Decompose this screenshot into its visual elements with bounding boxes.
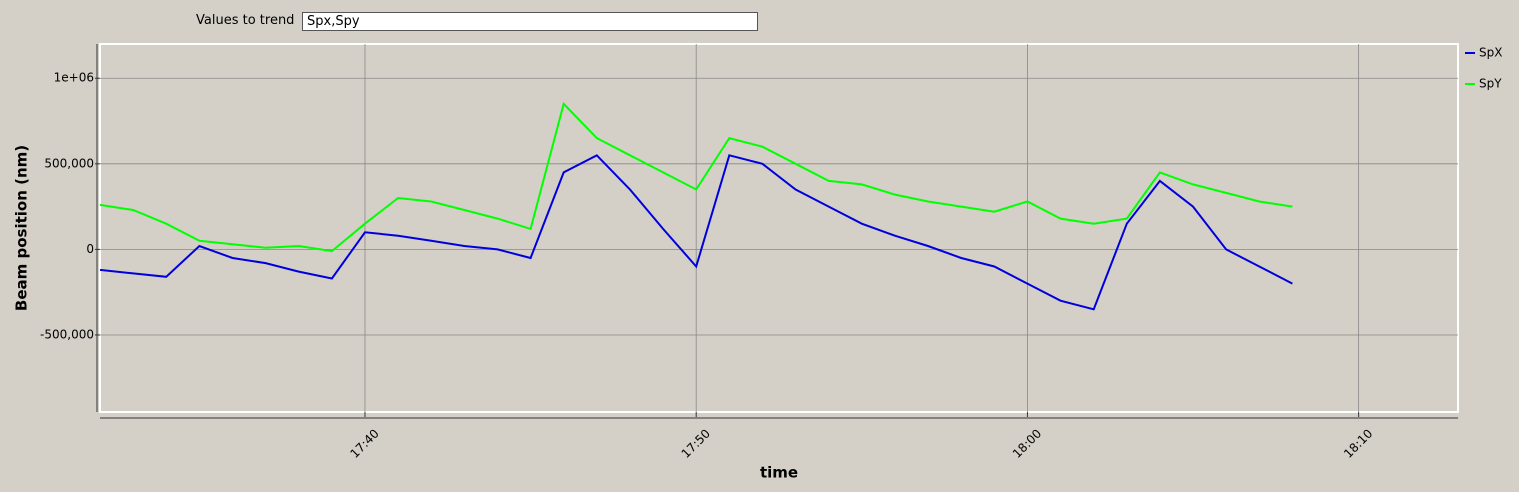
- text-input[interactable]: Spx,Spy: [302, 12, 758, 31]
- x-axis-label: time: [760, 464, 798, 482]
- y-tick-label: 0: [86, 242, 94, 256]
- y-tick-label: 500,000: [44, 156, 94, 170]
- y-tick-label: -500,000: [40, 327, 94, 341]
- x-tick-label: 17:50: [679, 426, 713, 460]
- control-label: Values to trend: [196, 13, 295, 28]
- legend-label: SpX: [1479, 46, 1502, 60]
- data-line: [99, 154, 1293, 311]
- data-line: [99, 101, 1293, 253]
- x-tick-label: 18:00: [1010, 426, 1044, 460]
- x-tick-label: 17:40: [347, 426, 381, 460]
- y-tick-label: 1e+06: [54, 71, 94, 85]
- x-tick-label: 18:10: [1341, 426, 1375, 460]
- y-axis-label: Beam position (nm): [13, 145, 31, 311]
- legend-label: SpY: [1479, 77, 1502, 91]
- plot-area: [99, 43, 1459, 413]
